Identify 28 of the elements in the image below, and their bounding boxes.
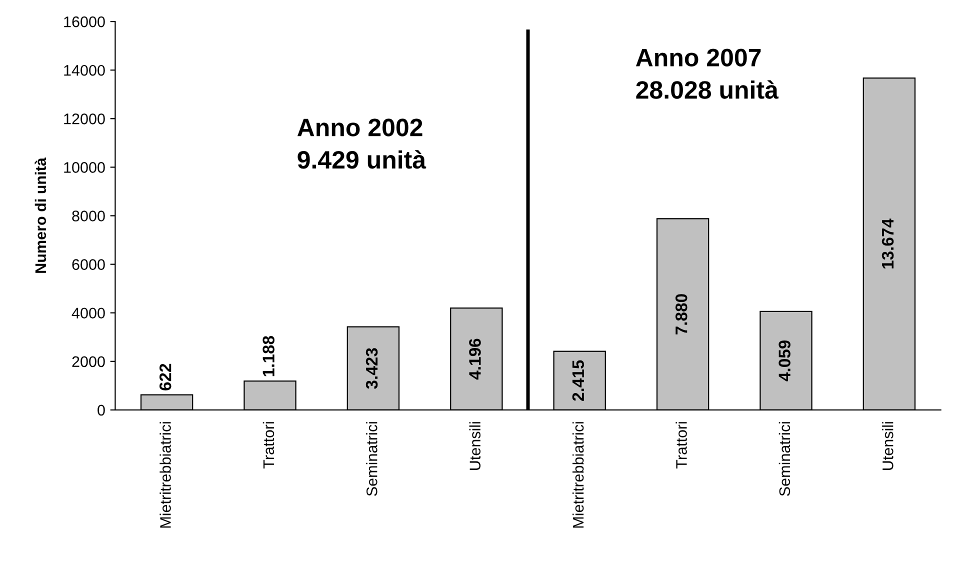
x-tick-label: Utensili (882, 422, 894, 470)
y-tick-label: 6000 (72, 259, 105, 270)
x-tick-label: Seminatrici (778, 422, 790, 496)
data-label: 1.188 (262, 336, 274, 376)
y-tick-label: 10000 (64, 162, 105, 173)
data-label: 7.880 (675, 294, 688, 334)
y-tick-label: 8000 (72, 210, 105, 222)
data-label: 4.059 (778, 340, 790, 382)
x-tick-label: Seminatrici (366, 422, 378, 496)
y-tick-label: 2000 (72, 356, 105, 368)
x-tick-label: Trattori (262, 422, 274, 469)
data-label: 13.674 (882, 218, 894, 268)
annotation: Anno 2002 9.429 unità (297, 118, 426, 169)
y-tick-label: 4000 (72, 308, 105, 319)
annotation: Anno 2007 28.028 unità (636, 48, 779, 99)
data-label: 622 (159, 364, 172, 390)
x-tick-label: Trattori (676, 422, 687, 469)
y-tick-label: 16000 (64, 16, 105, 28)
y-tick-label: 14000 (64, 64, 105, 76)
x-tick-label: Mietritrebbiatrici (572, 422, 584, 528)
x-tick-label: Utensili (469, 422, 480, 470)
data-label: 4.196 (469, 338, 481, 380)
y-tick-label: 12000 (64, 114, 105, 124)
y-tick-label: 0 (98, 404, 105, 416)
data-label: 2.415 (572, 360, 584, 401)
y-axis-title: Numero di unità (34, 158, 46, 273)
x-tick-label: Mietritrebbiatrici (160, 422, 171, 528)
data-label: 3.423 (366, 348, 378, 389)
